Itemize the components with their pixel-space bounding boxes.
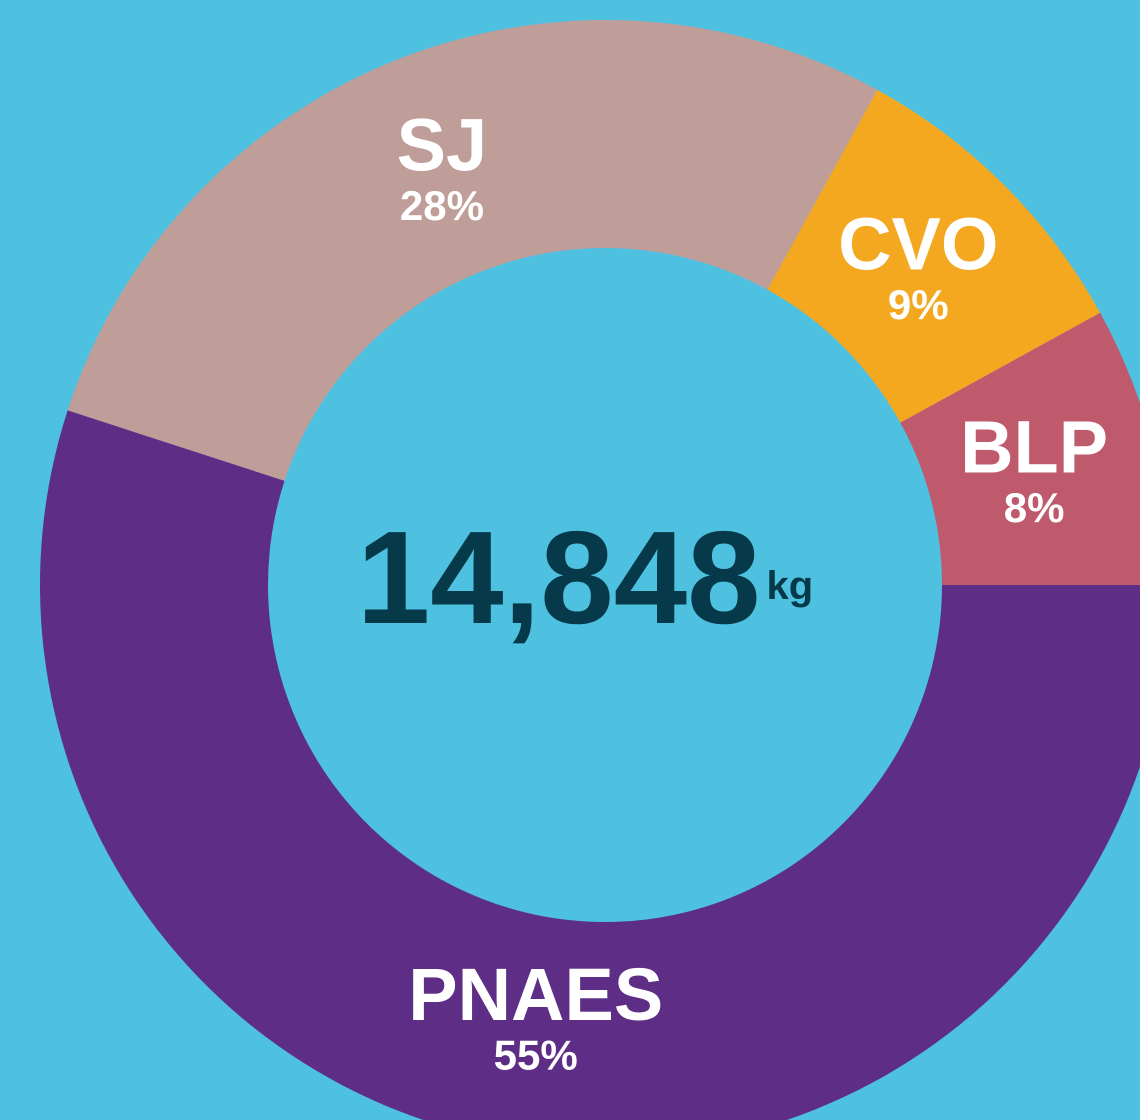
slice	[767, 89, 1101, 423]
slice	[67, 19, 878, 481]
slice-name: BLP	[960, 405, 1108, 488]
slice	[900, 312, 1140, 585]
slice-name: PNAES	[408, 953, 663, 1036]
slice-name: SJ	[397, 104, 488, 187]
slice-percent: 9%	[888, 281, 949, 328]
total: 14,848	[357, 504, 761, 651]
slice-percent: 28%	[400, 182, 484, 229]
center-total: 14,848 kg	[357, 504, 813, 651]
slice-name: CVO	[838, 202, 998, 285]
unit: kg	[767, 564, 814, 608]
slice	[40, 410, 1140, 1120]
slices	[40, 19, 1140, 1120]
slice-percent: 55%	[494, 1032, 578, 1079]
slice-percent: 8%	[1004, 484, 1065, 531]
